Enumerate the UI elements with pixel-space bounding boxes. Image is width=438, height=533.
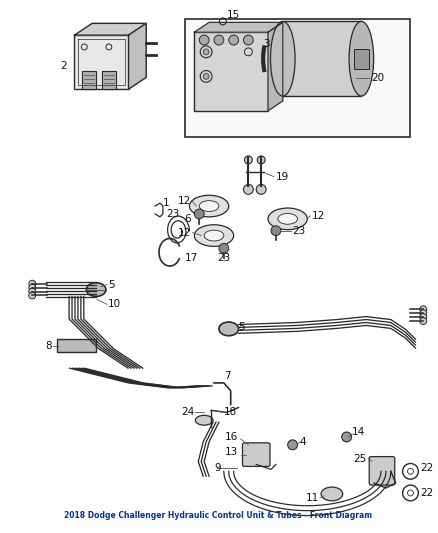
Text: 12: 12: [178, 228, 191, 238]
Circle shape: [257, 156, 265, 164]
Bar: [102, 71, 116, 89]
Ellipse shape: [86, 282, 106, 296]
FancyBboxPatch shape: [369, 457, 395, 485]
Circle shape: [420, 310, 427, 317]
Ellipse shape: [204, 230, 224, 241]
Text: 13: 13: [225, 447, 239, 457]
Text: 1: 1: [163, 198, 170, 208]
Circle shape: [203, 49, 209, 55]
Ellipse shape: [321, 487, 343, 501]
Text: 5: 5: [239, 322, 245, 332]
Text: 23: 23: [293, 225, 306, 236]
Text: 12: 12: [312, 211, 325, 221]
Polygon shape: [268, 22, 283, 111]
Bar: [74, 35, 128, 89]
Circle shape: [203, 74, 209, 79]
Bar: [283, 21, 361, 96]
Circle shape: [229, 35, 239, 45]
FancyBboxPatch shape: [243, 443, 270, 466]
Ellipse shape: [268, 208, 307, 230]
Ellipse shape: [271, 21, 295, 96]
Polygon shape: [74, 23, 146, 35]
Circle shape: [244, 156, 252, 164]
Text: 24: 24: [181, 407, 194, 417]
Circle shape: [420, 306, 427, 313]
Circle shape: [214, 35, 224, 45]
Text: 2: 2: [60, 61, 67, 70]
Circle shape: [219, 244, 229, 253]
Text: 22: 22: [420, 463, 434, 473]
Text: 15: 15: [227, 10, 240, 20]
Bar: [353, 49, 369, 69]
Bar: [57, 338, 96, 352]
Text: 11: 11: [306, 493, 319, 503]
Text: 5: 5: [108, 280, 114, 289]
Polygon shape: [194, 22, 283, 32]
Circle shape: [342, 432, 352, 442]
Circle shape: [271, 226, 281, 236]
Text: 8: 8: [45, 341, 52, 351]
Bar: [194, 32, 268, 111]
Text: 20: 20: [371, 74, 384, 83]
Circle shape: [288, 440, 297, 450]
Circle shape: [29, 280, 35, 287]
Circle shape: [29, 284, 35, 291]
Text: 14: 14: [352, 427, 365, 437]
Polygon shape: [128, 23, 146, 89]
Text: 3: 3: [263, 39, 270, 49]
Text: 6: 6: [184, 214, 191, 224]
Text: 18: 18: [224, 407, 237, 417]
Text: 25: 25: [353, 454, 366, 464]
Text: 17: 17: [184, 253, 198, 263]
Circle shape: [256, 184, 266, 195]
Text: 2018 Dodge Challenger Hydraulic Control Unit & Tubes - Front Diagram: 2018 Dodge Challenger Hydraulic Control …: [64, 511, 372, 520]
Text: 19: 19: [276, 172, 289, 182]
Text: 12: 12: [178, 196, 191, 206]
Ellipse shape: [219, 322, 239, 336]
Text: 16: 16: [225, 432, 239, 442]
Bar: [184, 19, 410, 138]
Circle shape: [420, 313, 427, 320]
Ellipse shape: [190, 195, 229, 217]
Text: 23: 23: [217, 253, 230, 263]
Circle shape: [194, 209, 204, 219]
Ellipse shape: [349, 21, 374, 96]
Circle shape: [420, 318, 427, 325]
Text: 23: 23: [166, 209, 180, 219]
Text: 4: 4: [300, 437, 306, 447]
Circle shape: [244, 35, 253, 45]
Bar: [82, 71, 96, 89]
Text: 9: 9: [214, 463, 221, 473]
Text: 10: 10: [108, 300, 121, 309]
Ellipse shape: [195, 415, 213, 425]
Circle shape: [244, 184, 253, 195]
Text: 22: 22: [420, 488, 434, 498]
Text: 7: 7: [224, 371, 230, 381]
Circle shape: [29, 288, 35, 295]
Ellipse shape: [194, 225, 233, 246]
Circle shape: [199, 35, 209, 45]
Circle shape: [29, 292, 35, 299]
Ellipse shape: [278, 213, 297, 224]
Ellipse shape: [199, 201, 219, 212]
